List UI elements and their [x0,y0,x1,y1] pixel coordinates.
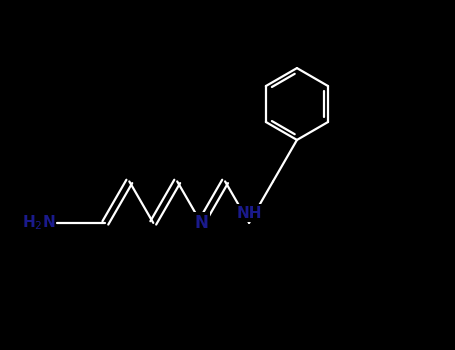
Text: H$_2$N: H$_2$N [21,214,55,232]
Text: NH: NH [236,205,262,220]
Text: N: N [194,214,208,232]
